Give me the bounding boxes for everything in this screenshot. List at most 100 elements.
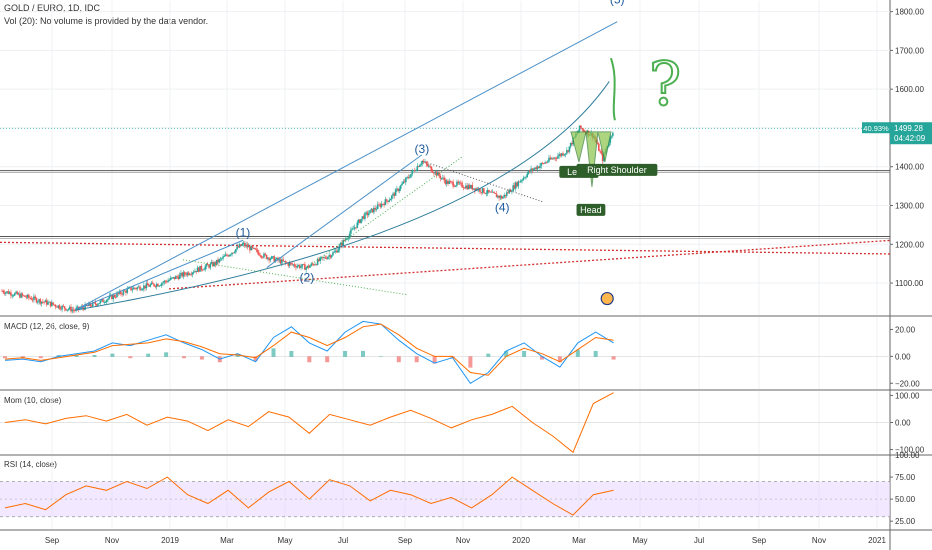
candle-body (580, 125, 582, 129)
candle-body (305, 267, 307, 270)
candle-body (15, 291, 17, 294)
candle-body (94, 302, 97, 305)
candle-body (582, 129, 585, 132)
candle-body (143, 285, 145, 289)
candle-body (130, 287, 132, 291)
candle-body (539, 165, 541, 168)
price-tag: 1499.28 (894, 124, 923, 133)
candle-body (513, 185, 516, 189)
candle-body (543, 163, 545, 164)
macd-histogram-bar (110, 353, 115, 357)
candle-body (302, 264, 305, 266)
y-tick-label: 20.00 (895, 325, 916, 334)
candle-body (410, 174, 412, 178)
candle-body (214, 262, 217, 265)
candle-body (45, 300, 48, 305)
candle-body (374, 207, 376, 210)
candle-body (279, 259, 282, 264)
candle-body (379, 204, 382, 207)
candle-body (5, 292, 7, 294)
macd-histogram-bar (146, 353, 151, 357)
wave-label: (1) (236, 225, 251, 239)
candle-body (215, 259, 218, 265)
y-tick-label: −100.00 (895, 446, 925, 455)
candle-body (126, 288, 129, 293)
candle-body (238, 244, 241, 248)
candle-body (52, 302, 54, 305)
macd-histogram-bar (164, 352, 169, 357)
candle-body (191, 272, 194, 275)
candle-body (348, 233, 351, 238)
candle-body (182, 272, 185, 277)
candle-body (351, 228, 353, 230)
candle-body (489, 191, 491, 193)
candle-body (330, 255, 333, 258)
candle-body (105, 299, 108, 303)
macd-histogram-bar (271, 348, 276, 357)
macd-histogram-bar (343, 350, 348, 357)
candle-body (551, 158, 554, 160)
candle-body (456, 181, 458, 186)
candle-body (160, 283, 163, 286)
candle-body (137, 286, 140, 288)
candle-body (439, 175, 442, 179)
candle-body (472, 188, 475, 190)
candle-body (371, 208, 374, 213)
candle-body (304, 264, 306, 270)
candle-body (168, 279, 171, 281)
candle-body (282, 259, 284, 262)
candle-body (297, 265, 300, 267)
y-tick-label: 1800.00 (895, 8, 924, 17)
x-tick-label: Mar (220, 536, 234, 545)
candle-body (545, 162, 548, 164)
y-tick-label: 1400.00 (895, 163, 924, 172)
candle-body (121, 293, 123, 295)
candle-body (67, 309, 70, 310)
candle-body (173, 276, 176, 280)
x-tick-label: Mar (572, 536, 586, 545)
candle-body (157, 284, 159, 287)
candle-body (22, 295, 25, 297)
candle-body (43, 301, 45, 303)
candle-body (102, 299, 104, 303)
candle-body (180, 272, 182, 275)
candle-body (378, 204, 380, 206)
candle-body (353, 227, 356, 229)
candle-body (362, 216, 365, 219)
candle-body (359, 219, 361, 223)
candle-body (123, 290, 126, 292)
candle-body (458, 182, 461, 184)
candle-body (33, 296, 35, 300)
candle-body (113, 295, 116, 297)
candle-body (183, 272, 186, 275)
candle-body (70, 306, 72, 312)
right-shoulder-label: Right Shoulder (587, 165, 647, 175)
candle-body (481, 188, 484, 193)
candle-body (241, 244, 244, 246)
candle-body (314, 264, 316, 266)
candle-body (36, 301, 39, 303)
candle-body (293, 264, 296, 267)
candle-body (468, 185, 471, 189)
candle-body (599, 150, 601, 152)
x-tick-label: Sep (752, 536, 767, 545)
candle-body (16, 291, 19, 295)
macd-histogram-bar (522, 350, 527, 357)
candle-body (34, 296, 37, 299)
y-tick-label: 1200.00 (895, 240, 924, 249)
candle-body (71, 309, 74, 312)
mom-line (4, 392, 614, 454)
candle-body (562, 153, 564, 156)
candle-body (434, 171, 437, 174)
candle-body (313, 264, 315, 266)
candle-body (25, 296, 28, 298)
candle-body (502, 197, 504, 199)
candle-body (65, 308, 67, 311)
candle-body (274, 259, 277, 262)
candle-body (186, 272, 189, 276)
candle-body (569, 142, 572, 147)
right-shoulder-label-bg (576, 163, 658, 176)
candle-body (1, 290, 3, 292)
candle-body (396, 188, 398, 190)
